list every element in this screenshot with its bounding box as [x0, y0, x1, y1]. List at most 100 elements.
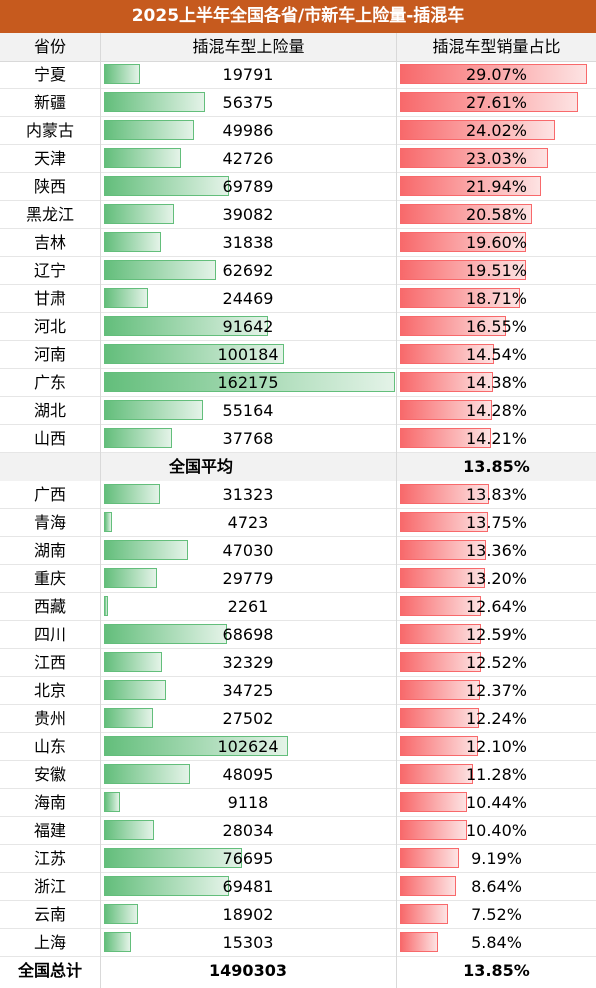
table-row: 内蒙古 49986 24.02%: [0, 117, 596, 145]
share-value: 24.02%: [465, 121, 527, 140]
count-value: 9118: [227, 793, 269, 812]
count-bar: [104, 232, 161, 252]
count-value: 28034: [222, 821, 274, 840]
count-cell: 76695: [101, 845, 395, 873]
share-value: 19.51%: [465, 261, 527, 280]
count-bar: [104, 64, 140, 84]
row-divider: [0, 508, 596, 509]
share-cell: 11.28%: [397, 761, 596, 789]
count-cell: 18902: [101, 901, 395, 929]
share-value: 23.03%: [465, 149, 527, 168]
count-cell: 24469: [101, 285, 395, 313]
row-divider: [0, 284, 596, 285]
table-row: 吉林 31838 19.60%: [0, 229, 596, 257]
province-cell: 浙江: [33, 877, 66, 896]
share-bar: [400, 624, 481, 644]
share-bar: [400, 736, 478, 756]
count-value: 18902: [222, 905, 274, 924]
share-value: 12.10%: [465, 737, 527, 756]
share-cell: 12.59%: [397, 621, 596, 649]
share-bar: [400, 120, 555, 140]
count-cell: 27502: [101, 705, 395, 733]
count-value: 55164: [222, 401, 274, 420]
share-cell: 8.64%: [397, 873, 596, 901]
count-cell: 100184: [101, 341, 395, 369]
share-bar: [400, 344, 494, 364]
count-value: 34725: [222, 681, 274, 700]
count-value: 27502: [222, 709, 274, 728]
share-cell: 12.24%: [397, 705, 596, 733]
count-bar: [104, 540, 188, 560]
share-bar: [400, 484, 489, 504]
count-cell: 68698: [101, 621, 395, 649]
count-cell: 29779: [101, 565, 395, 593]
count-bar: [104, 876, 229, 896]
share-cell: 13.75%: [397, 509, 596, 537]
share-value: 5.84%: [471, 933, 522, 952]
share-value: 9.19%: [471, 849, 522, 868]
count-cell: 49986: [101, 117, 395, 145]
table-row: 安徽 48095 11.28%: [0, 761, 596, 789]
count-value: 39082: [222, 205, 274, 224]
share-cell: 29.07%: [397, 61, 596, 89]
row-divider: [0, 340, 596, 341]
share-bar: [400, 568, 485, 588]
count-bar: [104, 932, 131, 952]
count-value: 4723: [227, 513, 269, 532]
count-bar: [104, 120, 194, 140]
total-count: 1490303: [209, 961, 287, 980]
share-cell: 7.52%: [397, 901, 596, 929]
share-cell: 10.40%: [397, 817, 596, 845]
share-bar: [400, 708, 479, 728]
share-cell: 16.55%: [397, 313, 596, 341]
share-bar: [400, 876, 456, 896]
province-cell: 辽宁: [33, 261, 66, 280]
row-divider: [0, 732, 596, 733]
share-value: 13.36%: [465, 541, 527, 560]
row-divider: [0, 844, 596, 845]
table-row: 福建 28034 10.40%: [0, 817, 596, 845]
count-bar: [104, 736, 288, 756]
share-cell: 23.03%: [397, 145, 596, 173]
row-divider: [0, 872, 596, 873]
count-cell: 19791: [101, 61, 395, 89]
share-cell: 14.38%: [397, 369, 596, 397]
row-divider: [0, 564, 596, 565]
province-cell: 云南: [33, 905, 66, 924]
share-cell: 12.64%: [397, 593, 596, 621]
row-divider: [0, 396, 596, 397]
row-divider: [0, 816, 596, 817]
province-cell: 海南: [33, 793, 66, 812]
count-value: 69481: [222, 877, 274, 896]
share-bar: [400, 764, 473, 784]
count-bar: [104, 512, 112, 532]
count-bar: [104, 904, 138, 924]
table-row: 云南 18902 7.52%: [0, 901, 596, 929]
share-value: 12.59%: [465, 625, 527, 644]
count-bar: [104, 176, 229, 196]
table-row: 江西 32329 12.52%: [0, 649, 596, 677]
table-row: 青海 4723 13.75%: [0, 509, 596, 537]
row-divider: [0, 368, 596, 369]
count-value: 62692: [222, 261, 274, 280]
count-cell: 91642: [101, 313, 395, 341]
count-value: 37768: [222, 429, 274, 448]
share-value: 12.37%: [465, 681, 527, 700]
row-divider: [0, 424, 596, 425]
row-divider: [0, 620, 596, 621]
count-cell: 4723: [101, 509, 395, 537]
share-cell: 27.61%: [397, 89, 596, 117]
share-bar: [400, 596, 481, 616]
row-divider: [0, 928, 596, 929]
province-cell: 黑龙江: [25, 205, 74, 224]
share-value: 14.21%: [465, 429, 527, 448]
share-bar: [400, 64, 587, 84]
count-cell: 34725: [101, 677, 395, 705]
share-cell: 12.10%: [397, 733, 596, 761]
count-cell: 48095: [101, 761, 395, 789]
share-cell: 12.52%: [397, 649, 596, 677]
count-value: 162175: [217, 373, 279, 392]
share-cell: 18.71%: [397, 285, 596, 313]
count-cell: 15303: [101, 929, 395, 957]
table-row: 广东 162175 14.38%: [0, 369, 596, 397]
